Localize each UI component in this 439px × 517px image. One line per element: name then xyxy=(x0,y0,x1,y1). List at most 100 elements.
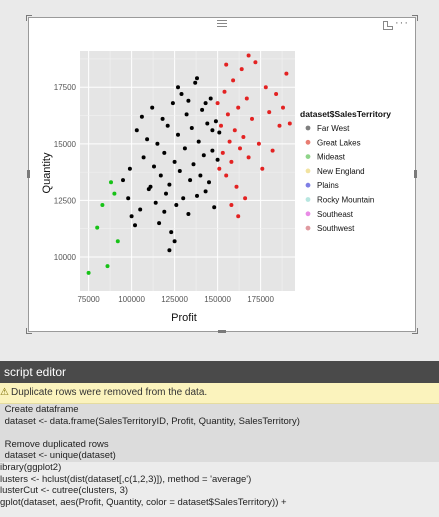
data-point xyxy=(225,112,230,117)
resize-handle-bottom-left-v[interactable] xyxy=(26,328,27,334)
code-line[interactable]: lusterCut <- cutree(clusters, 3) xyxy=(0,485,439,497)
code-line[interactable]: dataset <- data.frame(SalesTerritoryID, … xyxy=(0,415,439,428)
data-point xyxy=(186,212,191,216)
data-point xyxy=(100,203,105,207)
legend-label: Southwest xyxy=(317,224,355,233)
script-editor-header[interactable]: R script editor xyxy=(0,361,439,383)
data-point xyxy=(244,96,249,101)
y-tick-label: 12500 xyxy=(54,196,77,205)
data-point xyxy=(217,130,222,135)
data-point xyxy=(157,221,162,226)
data-point xyxy=(172,239,177,244)
data-point xyxy=(250,116,254,121)
warning-icon: ⚠ xyxy=(0,387,9,398)
resize-handle-right[interactable] xyxy=(414,170,417,178)
legend-key xyxy=(305,154,311,160)
data-point xyxy=(170,101,175,106)
data-point xyxy=(210,128,215,133)
resize-handle-top-right-v[interactable] xyxy=(417,15,418,21)
legend-label: Great Lakes xyxy=(317,138,361,147)
data-point xyxy=(205,121,210,126)
more-options-icon[interactable]: ··· xyxy=(395,17,409,29)
scatter-plot: 10000 12500 15000 17500 75000 100000 125000 15… xyxy=(41,51,391,324)
data-point xyxy=(224,173,229,178)
data-point xyxy=(169,230,174,235)
resize-handle-bottom[interactable] xyxy=(218,330,226,333)
data-point xyxy=(95,225,100,230)
x-tick-label: 100000 xyxy=(118,295,145,304)
data-point xyxy=(167,248,172,253)
data-point xyxy=(217,166,222,171)
x-tick-label: 75000 xyxy=(77,295,100,304)
x-tick-label: 150000 xyxy=(204,295,231,304)
data-point xyxy=(177,169,182,173)
r-script-editor[interactable]: R script editor ⚠Duplicate rows were rem… xyxy=(0,361,439,517)
data-point xyxy=(195,193,199,198)
warning-banner: ⚠ Duplicate rows were removed from the da… xyxy=(0,383,439,404)
data-point xyxy=(210,148,215,153)
data-point xyxy=(220,150,225,155)
warning-text: Duplicate rows were removed from the dat… xyxy=(10,387,208,398)
code-line[interactable]: Remove duplicated rows xyxy=(0,438,439,451)
data-point xyxy=(241,135,246,139)
data-point xyxy=(86,270,91,275)
legend-label: Far West xyxy=(317,124,350,133)
data-point xyxy=(215,101,220,106)
legend-key xyxy=(305,211,311,217)
data-point xyxy=(222,89,227,94)
legend-label: Rocky Mountain xyxy=(317,196,374,205)
data-point xyxy=(150,105,155,110)
data-point xyxy=(208,96,213,101)
data-point xyxy=(134,128,139,133)
data-point xyxy=(162,150,167,155)
legend-label: Southeast xyxy=(317,210,354,219)
resize-handle-top-left[interactable] xyxy=(26,15,32,16)
code-line[interactable] xyxy=(0,427,439,439)
data-point xyxy=(195,76,199,81)
data-point xyxy=(203,189,208,194)
data-point xyxy=(239,67,244,72)
data-point xyxy=(229,203,234,207)
data-point xyxy=(267,110,272,115)
code-line[interactable]: Create dataframe xyxy=(0,404,439,416)
r-visual-card[interactable]: ··· 10000 12500 15000 17500 75000 100000 1250… xyxy=(26,15,418,334)
data-point xyxy=(176,132,180,137)
resize-handle-bottom-right[interactable] xyxy=(412,333,418,334)
data-point xyxy=(148,184,153,189)
data-point xyxy=(133,223,137,228)
code-line[interactable]: ibrary(ggplot2) xyxy=(0,461,439,474)
data-point xyxy=(207,180,211,185)
data-point xyxy=(229,159,234,164)
x-tick-label: 175000 xyxy=(247,295,274,304)
resize-handle-bottom-left[interactable] xyxy=(26,333,32,334)
code-area[interactable]: Create dataframe dataset <- data.frame(S… xyxy=(0,404,439,509)
code-line[interactable]: gplot(dataset, aes(Profit, Quantity, col… xyxy=(0,496,439,509)
data-point xyxy=(176,85,180,90)
resize-handle-left[interactable] xyxy=(27,170,30,178)
data-point xyxy=(263,85,268,90)
resize-handle-bottom-right-v[interactable] xyxy=(417,328,418,334)
grid-lines xyxy=(80,51,295,291)
data-point xyxy=(191,162,196,167)
data-point xyxy=(121,178,125,183)
data-point xyxy=(158,173,163,178)
data-point xyxy=(200,107,205,112)
data-point xyxy=(109,180,113,185)
data-point xyxy=(152,164,156,169)
resize-handle-top-left-v[interactable] xyxy=(26,15,27,21)
legend-key xyxy=(305,125,311,131)
data-point xyxy=(112,191,117,196)
drag-grip-icon[interactable] xyxy=(217,20,227,28)
data-point xyxy=(186,98,191,103)
focus-mode-icon[interactable] xyxy=(383,21,393,30)
code-line[interactable]: lusters <- hclust(dist(dataset[,c(1,2,3)… xyxy=(0,473,439,486)
code-line[interactable]: dataset <- unique(dataset) xyxy=(0,450,439,462)
data-point xyxy=(162,209,167,214)
resize-handle-top-right[interactable] xyxy=(412,15,418,16)
y-tick-labels: 10000 12500 15000 17500 xyxy=(54,83,77,262)
data-point xyxy=(155,141,160,146)
data-point xyxy=(274,92,279,96)
legend-key xyxy=(305,182,311,188)
data-point xyxy=(105,264,110,269)
data-point xyxy=(182,146,187,151)
